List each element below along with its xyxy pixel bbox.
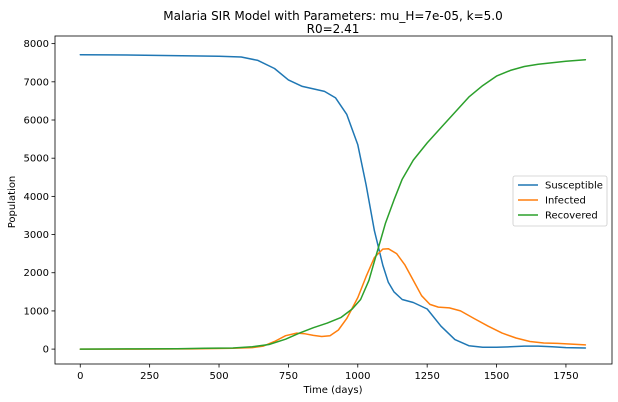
legend-box: [512, 175, 608, 227]
series-line-recovered: [79, 58, 587, 350]
x-tick-label: 500: [209, 371, 228, 382]
x-tick-label: 0: [77, 371, 83, 382]
axes-frame: [54, 35, 613, 365]
y-tick-label: 4000: [24, 192, 49, 203]
x-tick-label: 750: [279, 371, 298, 382]
y-tick-label: 7000: [24, 77, 49, 88]
x-tick-label: 1500: [484, 371, 509, 382]
series-line-infected: [79, 247, 587, 350]
x-tick-label: 1000: [345, 371, 370, 382]
x-axis-label: Time (days): [302, 385, 362, 396]
y-tick-label: 0: [43, 345, 49, 356]
chart-subtitle: R0=2.41: [307, 22, 360, 36]
series-line-susceptible: [79, 53, 587, 349]
y-tick-label: 5000: [24, 154, 49, 165]
y-tick-label: 3000: [24, 230, 49, 241]
y-tick-label: 2000: [24, 268, 49, 279]
legend: Susceptible Infected Recovered: [512, 175, 608, 227]
legend-label-susceptible: Susceptible: [545, 181, 603, 192]
y-tick-label: 6000: [24, 116, 49, 127]
x-tick-label: 250: [140, 371, 159, 382]
x-tick-label: 1750: [553, 371, 578, 382]
y-tick-label: 8000: [24, 39, 49, 50]
legend-label-infected: Infected: [545, 196, 586, 207]
x-tick-label: 1250: [414, 371, 439, 382]
plot-area: 0 250 500 750 1000 1250 1500 1750 0 1000 2000 3000 4…: [24, 35, 613, 382]
y-axis-label: Population: [7, 176, 18, 229]
legend-label-recovered: Recovered: [545, 211, 598, 222]
y-tick-label: 1000: [24, 306, 49, 317]
chart-title: Malaria SIR Model with Parameters: mu_H=…: [163, 9, 503, 23]
